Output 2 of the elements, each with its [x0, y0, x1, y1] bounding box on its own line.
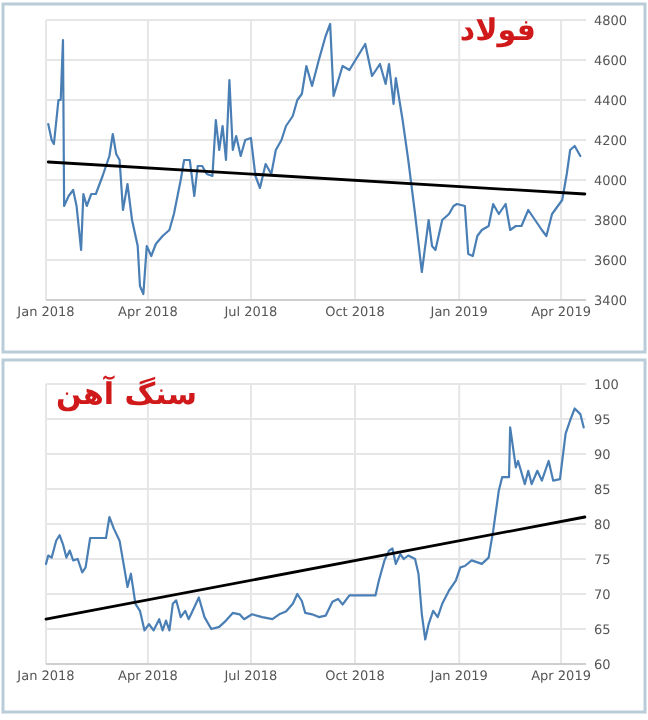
chart-title: فولاد	[459, 12, 536, 48]
chart-title: سنگ آهن	[56, 374, 197, 412]
